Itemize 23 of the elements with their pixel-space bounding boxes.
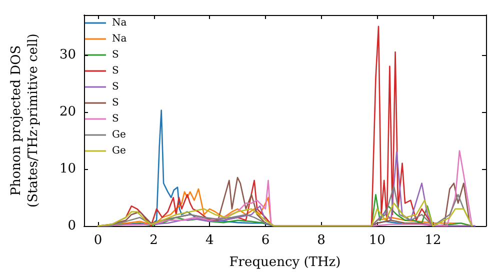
x-tick-label: 0 — [94, 233, 102, 248]
line-series — [97, 200, 473, 227]
y-tick-label: 10 — [59, 161, 76, 176]
legend-label: S — [112, 66, 119, 76]
legend-label: Ge — [112, 146, 126, 156]
legend-label: Na — [112, 18, 127, 28]
legend-label: S — [112, 82, 119, 92]
y-tick-label: 0 — [68, 218, 76, 234]
legend-label: S — [112, 114, 119, 124]
x-tick-label: 4 — [205, 233, 214, 248]
y-axis-title: Phonon projected DOS (States/THz·primitive cell) — [9, 33, 41, 208]
y-tick-label: 20 — [59, 104, 76, 120]
legend-label: S — [112, 98, 119, 108]
x-tick-label: 8 — [317, 233, 326, 248]
legend-label: Na — [112, 34, 127, 44]
legend-label: Ge — [112, 130, 126, 140]
x-tick-label: 12 — [424, 233, 442, 248]
x-tick-label: 6 — [261, 233, 270, 248]
x-tick-label: 10 — [368, 233, 386, 248]
x-axis-title: Frequency (THz) — [229, 255, 341, 270]
x-tick-label: 2 — [150, 233, 158, 248]
legend-label: S — [112, 50, 119, 60]
y-tick-label: 30 — [59, 47, 76, 62]
